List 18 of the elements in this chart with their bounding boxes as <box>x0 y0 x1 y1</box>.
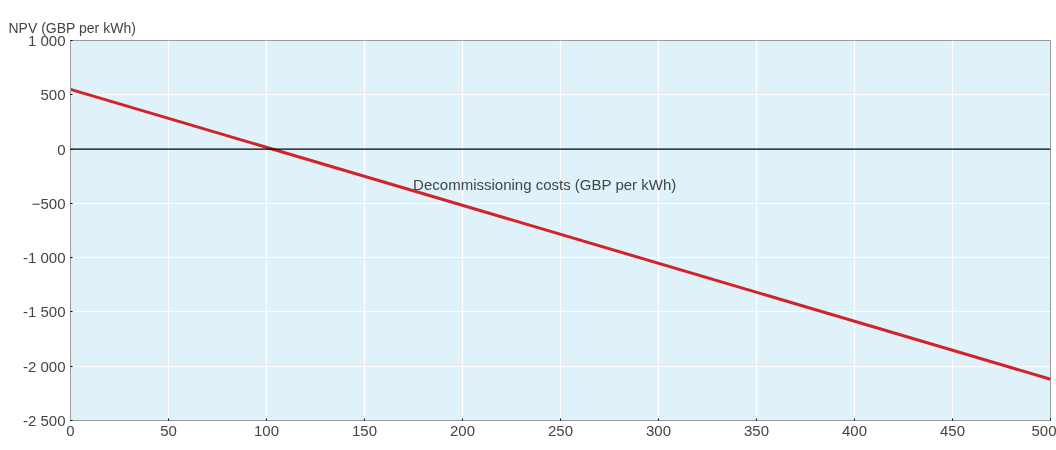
x-tick-label: 450 <box>939 421 966 439</box>
y-tick-label: -2 000 <box>22 357 66 375</box>
x-tick-label: 250 <box>547 421 574 439</box>
y-tick-label: -2 500 <box>22 412 66 429</box>
x-axis-title: Decommissioning costs (GBP per kWh) <box>413 176 677 194</box>
x-tick-label: 50 <box>160 421 177 439</box>
y-tick-label: 500 <box>40 86 66 104</box>
x-tick-label: 200 <box>449 421 476 439</box>
y-tick-label: −500 <box>31 194 66 212</box>
x-tick-label: 150 <box>351 421 378 439</box>
y-tick-label: -1 000 <box>22 249 66 267</box>
x-tick-label: 100 <box>253 421 280 439</box>
x-tick-label: 300 <box>645 421 672 439</box>
x-tick-label: 500 <box>1031 421 1056 439</box>
x-tick-label: 400 <box>841 421 868 439</box>
y-tick-label: 0 <box>57 140 66 158</box>
y-tick-label: -1 500 <box>22 303 66 321</box>
x-tick-label: 350 <box>743 421 770 439</box>
